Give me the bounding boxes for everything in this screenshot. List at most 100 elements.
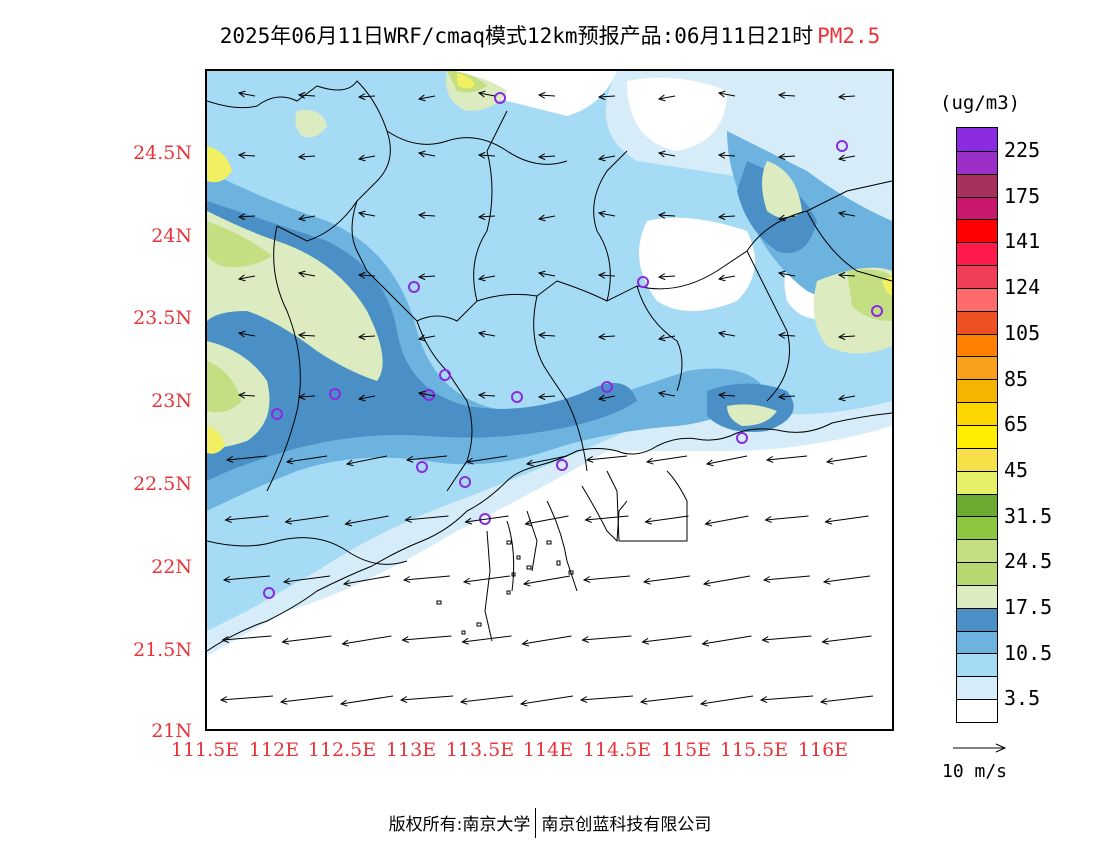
wind-vectors	[219, 90, 874, 707]
wind-vector	[585, 455, 628, 463]
wind-vector	[837, 394, 856, 402]
island	[568, 570, 574, 575]
wind-vector	[477, 274, 496, 282]
wind-vector	[399, 695, 454, 703]
wind-vector	[297, 91, 316, 99]
lat-tick-22: 22N	[151, 556, 192, 578]
wind-vector	[357, 333, 376, 341]
pm25-band-31.5	[727, 404, 777, 426]
copyright-left: 版权所有:南京大学	[388, 815, 531, 835]
wind-vector	[405, 455, 448, 463]
wind-vector	[644, 515, 689, 525]
pm25-band-10.5	[207, 71, 892, 631]
wind-vector	[477, 90, 496, 98]
colorbar-swatch	[957, 196, 997, 220]
wind-vector	[642, 575, 691, 585]
county-border	[593, 150, 628, 302]
wind-vector	[524, 515, 569, 527]
wind-vector	[777, 270, 796, 278]
wind-reference-label: 10 m/s	[942, 761, 1008, 782]
colorbar	[956, 127, 998, 723]
wind-vector	[284, 515, 329, 525]
wind-vector	[282, 575, 331, 585]
station-marker	[494, 92, 506, 104]
wind-vector	[825, 455, 868, 465]
wind-vector	[597, 210, 616, 218]
lon-tick-113.5: 113.5E	[445, 739, 515, 761]
station-marker	[601, 381, 613, 393]
colorbar-label: 24.5	[1004, 549, 1053, 574]
wind-vector	[765, 455, 808, 463]
wind-vector	[522, 575, 571, 587]
wind-vector	[357, 210, 376, 218]
wind-vector	[837, 271, 856, 279]
colorbar-swatch	[957, 128, 997, 152]
colorbar-label: 31.5	[1004, 503, 1053, 528]
wind-vector	[597, 154, 616, 162]
wind-vector	[701, 635, 752, 647]
wind-vector	[404, 515, 449, 523]
wind-vector	[822, 575, 871, 585]
wind-vector	[597, 333, 616, 341]
wind-vector	[237, 274, 256, 282]
wind-vector	[464, 515, 509, 525]
colorbar-swatch	[957, 653, 997, 677]
wind-vector	[579, 695, 634, 703]
wind-vector	[764, 515, 809, 523]
pm25-band-low	[457, 71, 617, 116]
colorbar-swatch	[957, 242, 997, 266]
wind-vector	[341, 635, 392, 647]
wind-vector	[657, 390, 676, 398]
wind-vector	[819, 695, 874, 705]
colorbar-label: 175	[1004, 183, 1041, 208]
wind-vector	[645, 455, 688, 465]
lon-tick-115.5: 115.5E	[719, 739, 789, 761]
wind-vector	[477, 151, 496, 159]
wind-vector	[584, 515, 629, 523]
island	[526, 565, 532, 570]
wind-vector	[417, 390, 436, 398]
station-marker	[459, 476, 471, 488]
wind-vector	[777, 153, 796, 161]
concentration-map[interactable]	[205, 69, 894, 731]
wind-vector	[717, 151, 736, 159]
island	[546, 540, 552, 545]
wind-vector	[237, 90, 256, 98]
colorbar-swatch	[957, 607, 997, 632]
lon-tick-113: 113E	[385, 739, 437, 761]
island	[476, 622, 482, 627]
county-border	[416, 320, 473, 492]
island	[506, 540, 512, 545]
wind-vector	[297, 214, 316, 222]
wind-vector	[281, 635, 332, 645]
wind-vector	[641, 635, 692, 645]
county-border	[636, 285, 683, 392]
wind-vector	[717, 391, 736, 399]
province-border	[207, 80, 892, 322]
wind-vector	[225, 455, 268, 463]
island	[511, 572, 516, 577]
wind-vector	[477, 213, 496, 221]
colorbar-swatch	[957, 630, 997, 654]
wind-vector	[339, 695, 394, 707]
county-border	[473, 110, 508, 302]
wind-vector	[344, 515, 389, 527]
colorbar-swatch	[957, 379, 997, 403]
county-border	[806, 210, 892, 282]
wind-vector	[704, 515, 749, 527]
lon-tick-115: 115E	[660, 739, 712, 761]
pm25-band-low	[639, 217, 755, 311]
wind-vector	[237, 330, 256, 338]
wind-vector	[297, 393, 316, 401]
colorbar-swatch	[957, 219, 997, 243]
footer-separator	[535, 808, 537, 838]
wind-vector	[342, 575, 391, 587]
station-marker	[556, 459, 568, 471]
wind-vector	[597, 271, 616, 279]
pm25-band-45	[207, 221, 272, 268]
station-marker	[439, 369, 451, 381]
pm25-band-45	[207, 361, 242, 413]
station-marker	[271, 408, 283, 420]
wind-vector	[777, 91, 796, 99]
wind-vector	[837, 333, 856, 341]
